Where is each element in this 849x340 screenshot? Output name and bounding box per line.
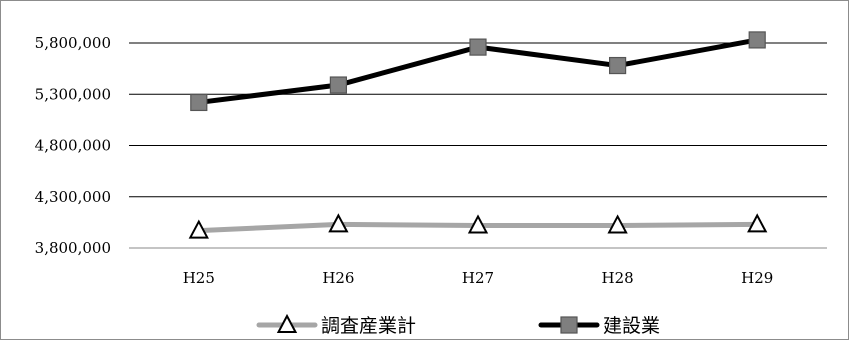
y-tick-label: 4,800,000 xyxy=(35,137,111,155)
data-point-all-industries xyxy=(188,219,209,239)
x-tick-label: H28 xyxy=(602,269,634,287)
data-point-all-industries xyxy=(328,213,349,233)
series-markers xyxy=(188,31,768,239)
x-tick-label: H27 xyxy=(462,269,494,287)
x-tick-label: H26 xyxy=(322,269,354,287)
data-point-construction xyxy=(748,31,766,49)
data-point-construction xyxy=(608,56,627,75)
data-point-all-industries xyxy=(747,213,768,233)
data-point-construction xyxy=(190,93,208,112)
data-point-construction xyxy=(329,76,347,94)
legend: 調査産業計 建設業 xyxy=(256,313,660,337)
x-tick-label: H25 xyxy=(183,269,215,287)
legend-label: 調査産業計 xyxy=(321,315,416,337)
data-point-all-industries xyxy=(607,214,628,234)
legend-item-all-industries: 調査産業計 xyxy=(256,313,416,337)
y-axis-tick-labels: 3,800,000 4,300,000 4,800,000 5,300,000 5,80… xyxy=(35,34,111,257)
y-tick-label: 5,800,000 xyxy=(35,34,111,52)
y-tick-label: 3,800,000 xyxy=(35,239,111,257)
data-point-construction xyxy=(469,38,487,56)
data-point-all-industries xyxy=(467,214,489,234)
y-tick-label: 5,300,000 xyxy=(35,85,111,103)
x-axis-tick-labels: H25 H26 H27 H28 H29 xyxy=(183,269,774,287)
x-tick-label: H29 xyxy=(741,269,773,287)
legend-swatch-marker xyxy=(560,316,578,334)
legend-item-construction: 建設業 xyxy=(538,315,660,337)
y-tick-label: 4,300,000 xyxy=(35,188,111,206)
series-lines xyxy=(196,37,760,234)
legend-swatch-marker xyxy=(276,313,298,333)
legend-label: 建設業 xyxy=(603,315,660,337)
